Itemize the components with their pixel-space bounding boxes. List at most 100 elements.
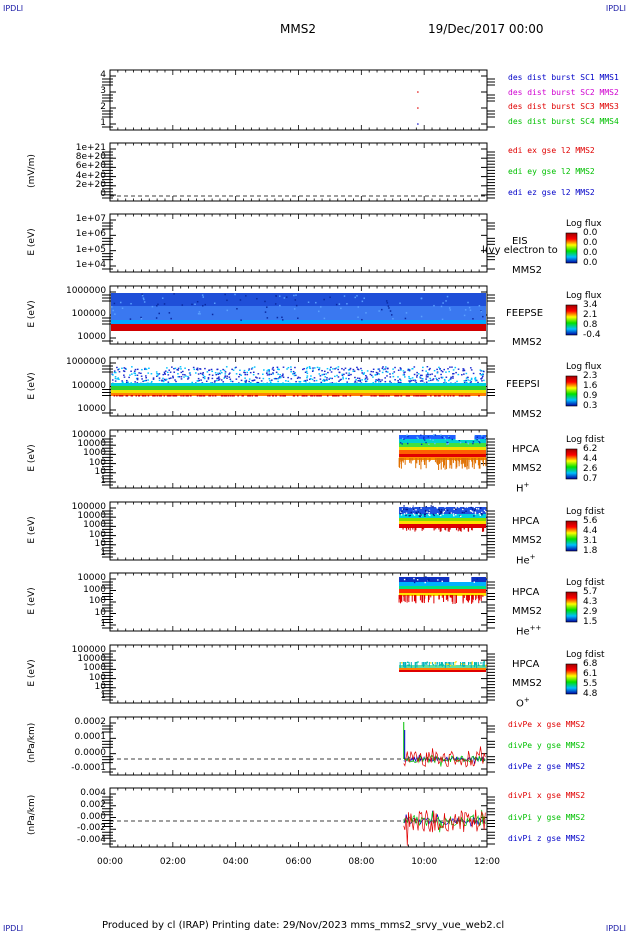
p6-spectrogram-pixel [448,436,450,438]
feepsi-pixel [428,380,430,382]
feepsi-pixel-red [467,395,470,397]
feepsi-pixel [413,373,416,376]
feepsi-pixel-red [119,395,122,397]
feepsi-pixel-red [233,395,235,397]
feepsi-pixel [309,367,311,369]
feepsi-pixel-red [116,395,118,397]
feepsi-pixel [268,372,271,374]
p7-spectrogram-pixel [420,514,422,516]
p9-spectrogram-pixel [434,662,436,664]
p5-colorbar-tick: 2.3 [583,371,598,381]
feepsi-pixel [435,377,438,380]
p8-tick-label: 10 [94,607,106,618]
feepsi-pixel [243,369,246,372]
p4-colorbar-tick: 3.4 [583,300,598,310]
feepsi-pixel [151,380,153,383]
p7-spectrogram-band [399,507,486,515]
feepse-pixel [365,312,367,314]
p7-spectrogram-pixel [416,512,418,515]
p7-spectrogram-pixel [438,513,441,515]
feepsi-pixel-red [449,395,452,397]
p6-spectrogram-pixel [472,441,475,443]
p7-spectrogram-pixel [436,506,438,508]
feepse-pixel [420,315,423,318]
feepsi-pixel [187,377,190,379]
feepsi-pixel [276,368,279,370]
p1-legend-entry: des dist burst SC1 MMS1 [508,73,619,82]
p9-tick-label: 10 [94,681,106,692]
feepsi-pixel-red [417,395,419,397]
feepsi-pixel [117,377,120,379]
feepsi-pixel [163,379,165,382]
p7-spectrogram-pixel [453,507,456,510]
feepsi-pixel [266,370,268,372]
feepse-pixel [236,308,238,310]
feepsi-pixel [162,380,165,383]
feepsi-pixel [214,372,217,374]
feepsi-pixel [332,368,334,370]
feepsi-pixel [469,382,472,384]
feepsi-pixel [198,379,201,382]
feepsi-pixel [202,374,205,377]
feepsi-pixel [145,368,148,371]
feepsi-pixel [158,377,161,379]
p2-tick-label: 1e+21 [75,143,106,153]
feepsi-pixel-red [199,395,201,397]
p7-spectrogram-pixel [428,510,430,512]
feepsi-pixel [220,371,223,374]
feepsi-pixel [310,375,312,377]
feepse-pixel [191,303,193,306]
p7-spectrogram-pixel [483,509,486,512]
p9-frame [109,644,488,704]
feepsi-pixel [277,377,279,380]
feepsi-pixel-red [478,395,480,397]
p7-spectrogram-pixel [446,509,449,511]
p7-spectrogram-pixel [439,510,441,513]
feepsi-pixel [347,369,350,371]
feepse-pixel [420,297,423,300]
feepsi-pixel [321,369,323,372]
feepsi-pixel [386,375,388,377]
feepse-pixel [293,294,295,297]
feepsi-pixel [145,379,148,382]
feepsi-pixel [224,373,227,375]
feepsi-pixel [338,371,341,374]
p10-tick-label: 0.0001 [74,732,107,743]
feepsi-pixel-red [415,395,418,397]
feepsi-pixel [173,367,175,370]
feepsi-pixel [444,380,446,382]
feepsi-pixel [127,381,129,383]
feepsi-pixel [474,376,477,379]
feepsi-pixel [187,378,189,380]
p9-tick-label: 100 [88,672,106,683]
feepsi-pixel [243,371,245,374]
feepsi-pixel-red [334,395,336,397]
feepsi-pixel [385,370,387,373]
feepsi-pixel [282,366,285,368]
feepsi-pixel [306,375,309,377]
feepsi-pixel-red [152,395,154,397]
p9-ion-label: O+ [516,696,530,709]
feepsi-pixel [125,368,127,370]
p11-y-axis-label: (nPa/km) [27,794,37,835]
feepsi-pixel [225,366,228,368]
feepse-pixel [202,296,205,298]
feepsi-pixel [345,377,348,380]
feepsi-pixel [204,367,206,370]
feepsi-pixel [372,376,374,378]
p7-spectrogram-pixel [462,507,465,510]
feepsi-pixel [377,378,380,380]
p6-spectrogram-pixel [459,441,462,444]
feepsi-pixel [279,376,281,378]
feepsi-pixel [147,379,149,381]
feepsi-pixel [138,372,140,374]
p7-spectrogram-pixel [418,515,421,517]
feepsi-pixel [246,373,249,376]
p6-spectrogram-pixel [444,438,447,440]
feepsi-pixel [436,372,439,374]
feepsi-pixel [156,373,158,375]
feepse-pixel [346,303,348,305]
feepse-pixel [239,299,242,301]
feepse-pixel [433,304,435,307]
feepsi-pixel [118,368,120,370]
